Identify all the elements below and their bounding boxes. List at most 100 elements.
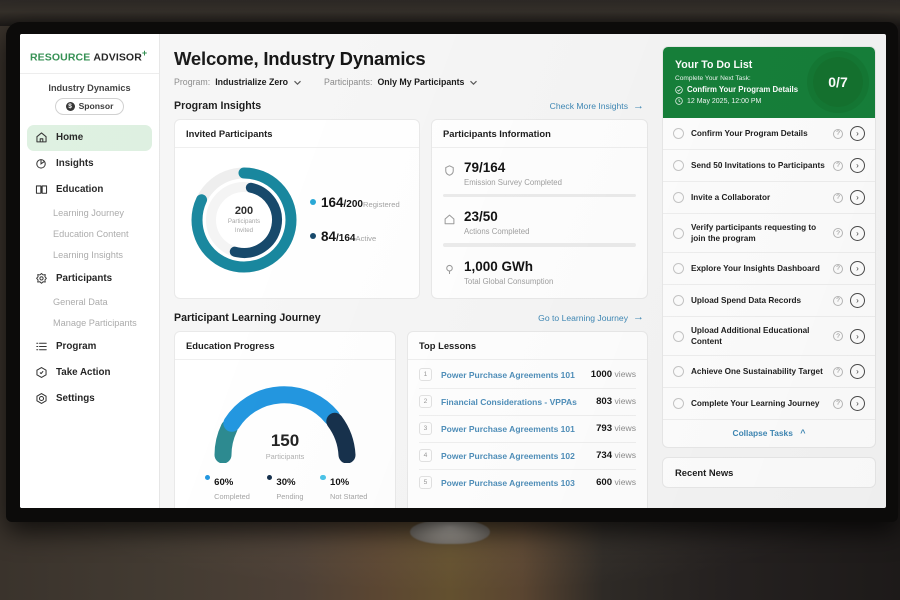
sidebar-subitem-learning-journey[interactable]: Learning Journey [53,208,124,218]
todo-due-date-label: 12 May 2025, 12:00 PM [687,97,762,105]
sidebar-item-take-action[interactable]: Take Action [27,360,152,386]
chevron-up-icon: ^ [800,428,806,439]
help-icon[interactable]: ? [833,228,843,239]
check-more-insights-label: Check More Insights [549,101,628,111]
sidebar-item-home[interactable]: Home [27,124,152,151]
gauge-legend-name: Completed [214,491,250,501]
task-go-arrow-icon[interactable]: › [850,261,865,277]
task-go-arrow-icon[interactable]: › [850,190,865,205]
help-icon[interactable]: ? [833,192,843,203]
lesson-name[interactable]: Power Purchase Agreements 103 [441,477,575,488]
sidebar-item-education[interactable]: Education [27,177,152,203]
help-icon[interactable]: ? [833,366,843,377]
lesson-name[interactable]: Power Purchase Agreements 101 [441,369,575,380]
sidebar-subitem-manage-participants[interactable]: Manage Participants [53,318,137,328]
todo-task-item[interactable]: Complete Your Learning Journey? › [663,388,875,421]
help-icon[interactable]: ? [833,398,843,409]
gauge-legend-name: Not Started [329,491,368,501]
task-go-arrow-icon[interactable]: › [850,396,865,412]
program-icon [35,340,48,353]
lesson-row[interactable]: 4 Power Purchase Agreements 102 734 views [419,443,636,470]
coin-icon [65,101,75,111]
todo-task-item[interactable]: Upload Additional Educational Content? › [663,317,875,357]
donut-center-text: 200 Participants Invited [186,162,302,278]
task-label: Verify participants requesting to join t… [691,223,817,244]
todo-next-task-label: Confirm Your Program Details [687,85,799,94]
brand-logo[interactable]: RESOURCE ADVISOR+ [20,42,159,74]
help-icon[interactable]: ? [833,160,843,171]
help-icon[interactable]: ? [833,295,843,306]
sidebar-item-participants[interactable]: Participants [27,266,152,292]
todo-task-item[interactable]: Verify participants requesting to join t… [663,214,875,254]
help-icon[interactable]: ? [833,331,843,342]
participants-icon [35,272,48,285]
help-icon[interactable]: ? [833,263,843,274]
task-checkbox[interactable] [673,295,684,307]
sidebar-subitem-learning-insights[interactable]: Learning Insights [53,250,123,260]
legend-label: Active [355,234,377,243]
legend-dot-icon [266,474,273,481]
legend-value: 164/200 [321,195,363,210]
sidebar-item-program[interactable]: Program [27,334,152,360]
collapse-tasks-button[interactable]: Collapse Tasks ^ [663,420,875,447]
legend-dot-icon [204,474,211,481]
go-to-learning-journey-link[interactable]: Go to Learning Journey → [538,312,644,323]
program-filter-value: Industrialize Zero [215,77,289,87]
sidebar-item-insights[interactable]: Insights [27,151,152,177]
sidebar-subitem-education-content[interactable]: Education Content [53,229,129,239]
sidebar-subitem-general-data[interactable]: General Data [53,297,108,307]
desk-top-strip [0,0,900,26]
task-go-arrow-icon[interactable]: › [850,158,865,173]
invited-legend-item: 164/200Registered [310,194,400,212]
participants-filter[interactable]: Participants: Only My Participants [324,77,478,87]
help-icon[interactable]: ? [833,128,843,139]
task-checkbox[interactable] [673,366,684,378]
todo-task-item[interactable]: Upload Spend Data Records? › [663,285,875,318]
todo-next-task: Confirm Your Program Details [675,85,805,94]
task-checkbox[interactable] [673,160,684,171]
task-go-arrow-icon[interactable]: › [850,364,865,380]
lesson-name[interactable]: Power Purchase Agreements 102 [441,450,575,461]
task-go-arrow-icon[interactable]: › [850,225,865,241]
todo-task-item[interactable]: Invite a Collaborator? › [663,182,875,214]
task-checkbox[interactable] [673,263,684,275]
lesson-rank: 4 [419,449,432,463]
check-more-insights-link[interactable]: Check More Insights → [549,100,644,112]
lesson-row[interactable]: 2 Financial Considerations - VPPAs 803 vie… [419,389,636,416]
lesson-name[interactable]: Financial Considerations - VPPAs [441,396,577,407]
todo-task-item[interactable]: Confirm Your Program Details? › [663,118,875,150]
right-rail: Your To Do List Complete Your Next Task:… [658,34,886,508]
task-checkbox[interactable] [673,330,684,342]
sidebar-item-label: Take Action [56,367,111,378]
participants-information-title: Participants Information [432,120,647,148]
task-checkbox[interactable] [673,128,684,139]
sponsor-badge[interactable]: Sponsor [54,97,125,115]
lesson-row[interactable]: 3 Power Purchase Agreements 101 793 views [419,416,636,443]
education-progress-title: Education Progress [175,332,395,360]
task-checkbox[interactable] [673,398,684,410]
sidebar-item-settings[interactable]: Settings [27,386,152,412]
lesson-row[interactable]: 5 Power Purchase Agreements 103 600 views [419,470,636,496]
lesson-row[interactable]: 1 Power Purchase Agreements 101 1000 views [419,362,636,389]
lesson-rank: 5 [419,476,432,490]
sidebar-item-label: Participants [56,273,113,284]
lesson-views: 1000 views [590,369,636,381]
legend-dot-icon [310,199,316,205]
program-filter[interactable]: Program: Industrialize Zero [174,77,302,87]
participants-info-label: Actions Completed [464,227,530,237]
task-checkbox[interactable] [673,192,684,203]
lesson-name[interactable]: Power Purchase Agreements 101 [441,423,575,434]
task-go-arrow-icon[interactable]: › [850,293,865,309]
program-insights-row: Invited Participants [174,119,648,299]
todo-task-item[interactable]: Achieve One Sustainability Target? › [663,356,875,389]
task-go-arrow-icon[interactable]: › [850,328,865,344]
brand-word-2: ADVISOR [93,51,142,64]
task-checkbox[interactable] [673,227,684,239]
todo-task-item[interactable]: Explore Your Insights Dashboard? › [663,253,875,286]
participants-info-value: 1,000 GWh [464,258,534,274]
progress-bar [443,194,636,198]
task-go-arrow-icon[interactable]: › [850,126,865,141]
todo-task-item[interactable]: Send 50 Invitations to Participants? › [663,150,875,182]
participants-info-item: 79/164 Emission Survey Completed [443,158,636,198]
lesson-rank: 1 [419,368,432,382]
